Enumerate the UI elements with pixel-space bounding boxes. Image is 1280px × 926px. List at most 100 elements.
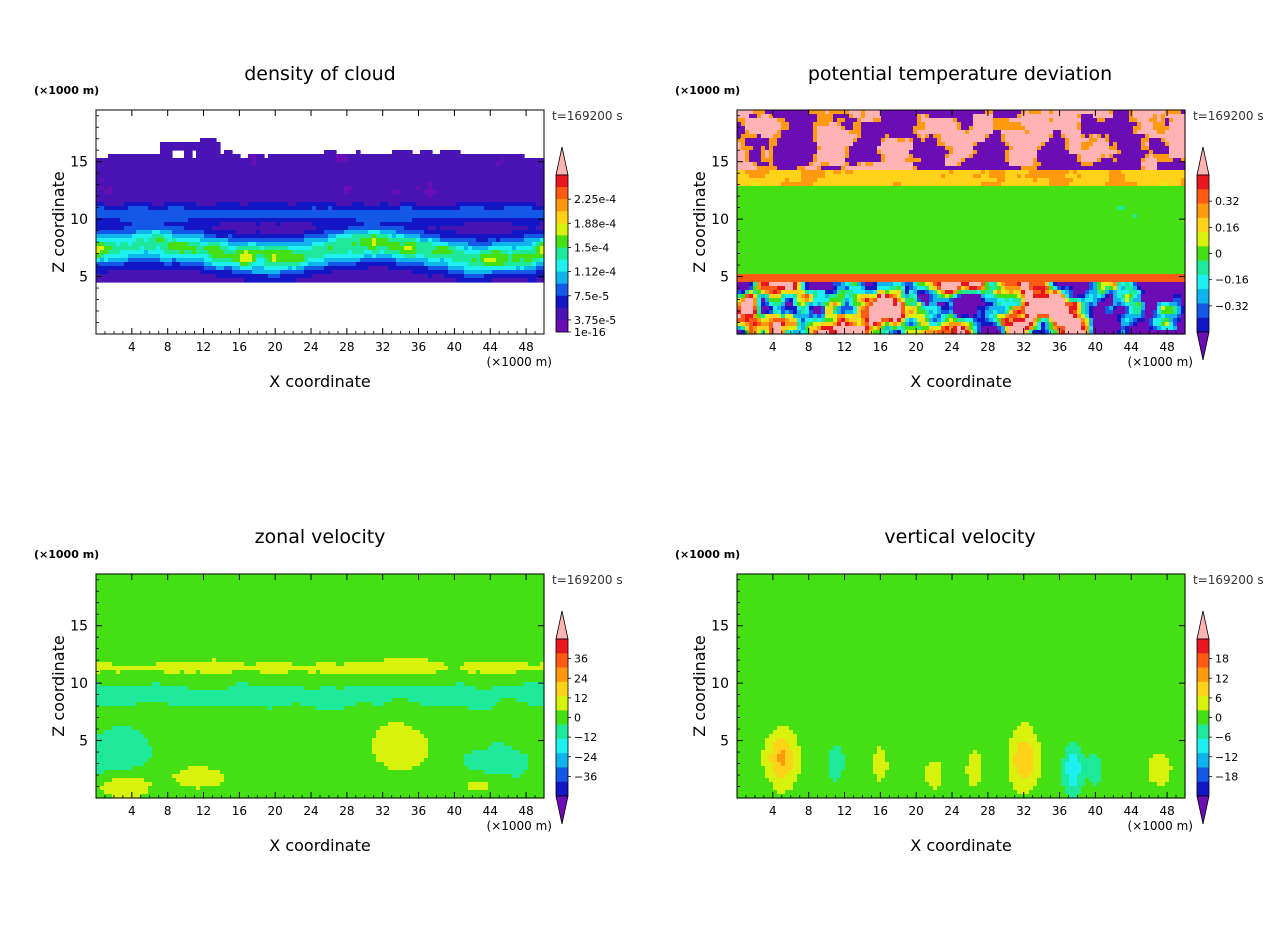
field-cell bbox=[468, 250, 473, 255]
field-cell bbox=[128, 234, 133, 239]
field-cell bbox=[484, 254, 489, 259]
field-cell bbox=[432, 158, 437, 163]
field-cell bbox=[1001, 130, 1006, 135]
field-cell bbox=[132, 222, 137, 227]
field-cell bbox=[761, 110, 766, 115]
field-cell bbox=[356, 206, 361, 211]
field-cell bbox=[1173, 118, 1178, 123]
field-cell bbox=[136, 218, 141, 223]
field-cell bbox=[1177, 146, 1182, 151]
field-cell bbox=[528, 158, 533, 163]
field-cell bbox=[196, 178, 201, 183]
field-cell bbox=[264, 162, 269, 167]
field-cell bbox=[512, 202, 517, 207]
field-cell bbox=[1173, 138, 1178, 143]
field-cell bbox=[841, 150, 846, 155]
field-cell bbox=[328, 254, 333, 259]
field-cell bbox=[749, 114, 754, 119]
field-cell bbox=[320, 226, 325, 231]
field-cell bbox=[536, 170, 541, 175]
field-cell bbox=[112, 210, 117, 215]
field-cell bbox=[488, 238, 493, 243]
field-cell bbox=[905, 110, 910, 115]
field-cell bbox=[500, 178, 505, 183]
field-cell bbox=[1137, 118, 1142, 123]
field-cell bbox=[464, 202, 469, 207]
field-cell bbox=[444, 238, 449, 243]
field-cell bbox=[1009, 118, 1014, 123]
field-cell bbox=[833, 130, 838, 135]
field-cell bbox=[292, 278, 297, 283]
field-cell bbox=[452, 154, 457, 159]
field-cell bbox=[929, 138, 934, 143]
field-cell bbox=[164, 238, 169, 243]
field-cell bbox=[452, 254, 457, 259]
field-cell bbox=[112, 214, 117, 219]
field-cell bbox=[208, 198, 213, 203]
field-cell bbox=[100, 218, 105, 223]
field-cell bbox=[1109, 114, 1114, 119]
field-cell bbox=[116, 266, 121, 271]
field-cell bbox=[236, 242, 241, 247]
field-cell bbox=[200, 234, 205, 239]
field-cell bbox=[96, 214, 101, 219]
field-cell bbox=[132, 202, 137, 207]
field-cell bbox=[332, 214, 337, 219]
field-cell bbox=[368, 262, 373, 267]
field-cell bbox=[308, 226, 313, 231]
field-cell bbox=[813, 130, 818, 135]
field-cell bbox=[464, 238, 469, 243]
field-cell bbox=[268, 214, 273, 219]
field-cell bbox=[428, 170, 433, 175]
field-cell bbox=[1033, 138, 1038, 143]
field-cell bbox=[164, 194, 169, 199]
field-cell bbox=[965, 130, 970, 135]
field-cell bbox=[889, 142, 894, 147]
field-cell bbox=[284, 222, 289, 227]
field-cell bbox=[781, 142, 786, 147]
field-cell bbox=[472, 254, 477, 259]
field-cell bbox=[348, 190, 353, 195]
field-cell bbox=[220, 266, 225, 271]
y-unit-label: (×1000 m) bbox=[34, 84, 99, 97]
field-cell bbox=[372, 274, 377, 279]
field-cell bbox=[144, 270, 149, 275]
field-cell bbox=[292, 154, 297, 159]
field-cell bbox=[1125, 130, 1130, 135]
field-cell bbox=[849, 114, 854, 119]
field-cell bbox=[865, 118, 870, 123]
field-cell bbox=[985, 142, 990, 147]
field-cell bbox=[492, 258, 497, 263]
field-cell bbox=[200, 278, 205, 283]
field-cell bbox=[997, 130, 1002, 135]
field-cell bbox=[528, 198, 533, 203]
field-cell bbox=[424, 214, 429, 219]
field-cell bbox=[532, 250, 537, 255]
field-cell bbox=[332, 266, 337, 271]
field-cell bbox=[116, 194, 121, 199]
field-cell bbox=[937, 146, 942, 151]
field-cell bbox=[1065, 134, 1070, 139]
field-cell bbox=[308, 258, 313, 263]
field-cell bbox=[877, 122, 882, 127]
field-cell bbox=[1077, 142, 1082, 147]
field-cell bbox=[508, 214, 513, 219]
field-cell bbox=[957, 138, 962, 143]
field-cell bbox=[260, 242, 265, 247]
field-cell bbox=[292, 158, 297, 163]
field-cell bbox=[416, 186, 421, 191]
field-cell bbox=[260, 222, 265, 227]
field-cell bbox=[789, 122, 794, 127]
field-cell bbox=[188, 230, 193, 235]
field-cell bbox=[340, 154, 345, 159]
field-cell bbox=[216, 202, 221, 207]
field-cell bbox=[1153, 134, 1158, 139]
field-cell bbox=[1085, 122, 1090, 127]
field-cell bbox=[769, 138, 774, 143]
field-cell bbox=[160, 198, 165, 203]
field-cell bbox=[324, 270, 329, 275]
field-cell bbox=[316, 230, 321, 235]
field-cell bbox=[292, 210, 297, 215]
field-cell bbox=[192, 166, 197, 171]
field-cell bbox=[96, 250, 101, 255]
